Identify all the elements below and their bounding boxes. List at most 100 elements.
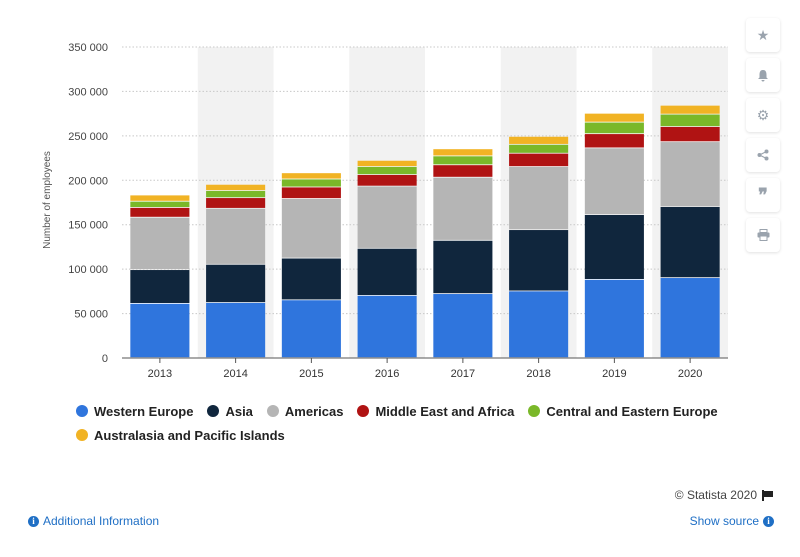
quote-icon[interactable]: ❞: [746, 178, 780, 212]
show-source-label: Show source: [689, 514, 759, 528]
bar-segment[interactable]: [206, 190, 266, 198]
bar-segment[interactable]: [584, 113, 644, 122]
x-tick-label: 2020: [678, 368, 702, 380]
additional-information-label: Additional Information: [43, 514, 160, 528]
bar-segment[interactable]: [357, 248, 417, 295]
flag-icon[interactable]: [762, 489, 773, 501]
bar-segment[interactable]: [509, 166, 569, 230]
bar-segment[interactable]: [281, 179, 341, 187]
bar-segment[interactable]: [130, 217, 190, 270]
y-axis-ticks: 0 50 000 100 000 150 000 200 000 250 000 300 0…: [68, 42, 108, 365]
bar-segment[interactable]: [509, 144, 569, 153]
y-tick-label: 150 000: [68, 220, 108, 232]
bar-segment[interactable]: [584, 122, 644, 134]
show-source-link[interactable]: Show source i: [690, 514, 774, 528]
bar-segment[interactable]: [206, 302, 266, 358]
bar-segment[interactable]: [206, 264, 266, 303]
share-icon[interactable]: [746, 138, 780, 172]
legend-marker: [207, 405, 220, 417]
legend-item[interactable]: Middle East and Africa: [357, 403, 515, 419]
x-tick-label: 2014: [223, 368, 247, 380]
legend-item[interactable]: Australasia and Pacific Islands: [76, 427, 285, 443]
bar-segment[interactable]: [509, 153, 569, 167]
legend-label: Middle East and Africa: [375, 403, 515, 419]
bar-segment[interactable]: [281, 173, 341, 179]
legend-marker: [76, 429, 88, 441]
y-tick-label: 200 000: [68, 175, 108, 187]
bar-segment[interactable]: [206, 184, 266, 191]
bar-segment[interactable]: [509, 230, 569, 291]
bar-segment[interactable]: [660, 142, 720, 207]
bar-segment[interactable]: [433, 240, 493, 294]
chart-legend: Western Europe Asia Americas Middle East an…: [76, 403, 736, 443]
copyright-text: © Statista 2020: [674, 488, 757, 502]
legend-label: Western Europe: [94, 403, 194, 419]
bar-segment[interactable]: [433, 149, 493, 156]
bar-segment[interactable]: [357, 166, 417, 175]
x-tick-label: 2015: [299, 368, 323, 380]
bar-segment[interactable]: [357, 174, 417, 186]
bar-segment[interactable]: [509, 291, 569, 358]
star-icon[interactable]: ★: [746, 18, 780, 52]
x-tick-label: 2016: [375, 368, 399, 380]
x-tick-label: 2019: [602, 368, 626, 380]
y-axis-label: Number of employees: [42, 151, 53, 249]
y-tick-label: 250 000: [68, 131, 108, 143]
bar-segment[interactable]: [206, 198, 266, 208]
bar-segment[interactable]: [206, 208, 266, 264]
y-tick-label: 350 000: [68, 42, 108, 54]
bar-segment[interactable]: [660, 126, 720, 142]
x-tick-label: 2018: [526, 368, 550, 380]
bar-segment[interactable]: [660, 206, 720, 278]
bar-segment[interactable]: [130, 195, 190, 201]
legend-label: Australasia and Pacific Islands: [94, 427, 285, 443]
additional-information-link[interactable]: i Additional Information: [28, 514, 159, 528]
legend-marker: [528, 405, 541, 417]
side-toolbar: ★ ⚙ ❞: [746, 18, 782, 252]
bars-layer: [130, 105, 720, 358]
bar-segment[interactable]: [130, 207, 190, 217]
y-tick-label: 50 000: [74, 309, 108, 321]
bar-segment[interactable]: [584, 279, 644, 358]
y-tick-label: 300 000: [68, 86, 108, 98]
legend-marker: [266, 405, 279, 417]
legend-item[interactable]: Asia: [207, 403, 253, 419]
legend-label: Asia: [225, 403, 253, 419]
bell-icon[interactable]: [746, 58, 780, 92]
bar-segment[interactable]: [130, 201, 190, 208]
x-tick-label: 2017: [451, 368, 475, 380]
bar-segment[interactable]: [433, 165, 493, 177]
legend-item[interactable]: Americas: [266, 403, 344, 419]
legend-label: Americas: [284, 403, 344, 419]
bar-segment[interactable]: [433, 177, 493, 240]
info-icon: i: [763, 515, 774, 527]
bar-segment[interactable]: [509, 136, 569, 144]
x-tick-label: 2013: [148, 368, 172, 380]
bar-segment[interactable]: [433, 294, 493, 358]
bar-segment[interactable]: [660, 278, 720, 358]
bar-segment[interactable]: [357, 186, 417, 248]
bar-segment[interactable]: [584, 214, 644, 280]
bar-segment[interactable]: [281, 300, 341, 358]
bar-segment[interactable]: [130, 270, 190, 303]
legend-item[interactable]: Western Europe: [76, 403, 194, 419]
y-tick-label: 0: [102, 353, 108, 365]
bar-segment[interactable]: [433, 156, 493, 165]
bar-segment[interactable]: [281, 198, 341, 258]
bar-segment[interactable]: [660, 114, 720, 127]
bar-segment[interactable]: [357, 160, 417, 167]
copyright: © Statista 2020: [675, 488, 773, 502]
bar-segment[interactable]: [584, 148, 644, 215]
bar-segment[interactable]: [357, 295, 417, 358]
bar-segment[interactable]: [281, 187, 341, 199]
bar-segment[interactable]: [281, 258, 341, 300]
gear-icon[interactable]: ⚙: [746, 98, 780, 132]
print-icon[interactable]: [746, 218, 780, 252]
bar-segment[interactable]: [584, 134, 644, 148]
bar-segment[interactable]: [660, 105, 720, 114]
x-axis-ticks: 2013 2014 2015 2016 2017 2018 2019 2020: [148, 358, 702, 380]
legend-item[interactable]: Central and Eastern Europe: [528, 404, 718, 419]
bar-segment[interactable]: [130, 303, 190, 358]
y-tick-label: 100 000: [68, 264, 108, 276]
